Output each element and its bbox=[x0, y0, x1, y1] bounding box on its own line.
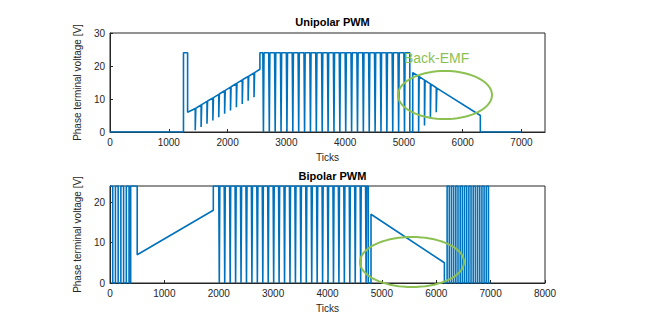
svg-text:2000: 2000 bbox=[216, 137, 239, 148]
svg-text:30: 30 bbox=[94, 28, 106, 39]
svg-text:4000: 4000 bbox=[316, 288, 339, 299]
svg-text:10: 10 bbox=[94, 94, 106, 105]
svg-text:20: 20 bbox=[94, 61, 106, 72]
svg-text:7000: 7000 bbox=[510, 137, 533, 148]
svg-text:Ticks: Ticks bbox=[316, 152, 339, 163]
svg-text:1000: 1000 bbox=[153, 288, 176, 299]
svg-text:0: 0 bbox=[99, 127, 105, 138]
svg-text:0: 0 bbox=[107, 137, 113, 148]
svg-text:0: 0 bbox=[99, 278, 105, 289]
svg-text:6000: 6000 bbox=[452, 137, 475, 148]
svg-text:Back-EMF: Back-EMF bbox=[404, 50, 469, 66]
svg-text:20: 20 bbox=[94, 197, 106, 208]
svg-text:8000: 8000 bbox=[534, 288, 557, 299]
svg-text:5000: 5000 bbox=[371, 288, 394, 299]
svg-text:6000: 6000 bbox=[425, 288, 448, 299]
svg-text:4000: 4000 bbox=[334, 137, 357, 148]
svg-text:Bipolar PWM: Bipolar PWM bbox=[299, 170, 367, 182]
svg-text:0: 0 bbox=[107, 288, 113, 299]
svg-text:1000: 1000 bbox=[158, 137, 181, 148]
svg-text:10: 10 bbox=[94, 237, 106, 248]
svg-text:7000: 7000 bbox=[480, 288, 503, 299]
svg-text:Phase terminal voltage [V]: Phase terminal voltage [V] bbox=[72, 176, 83, 293]
svg-text:3000: 3000 bbox=[262, 288, 285, 299]
svg-text:2000: 2000 bbox=[208, 288, 231, 299]
svg-text:5000: 5000 bbox=[393, 137, 416, 148]
svg-text:Ticks: Ticks bbox=[316, 303, 339, 314]
svg-text:Unipolar PWM: Unipolar PWM bbox=[295, 16, 370, 28]
svg-text:3000: 3000 bbox=[275, 137, 298, 148]
svg-text:Phase terminal voltage [V]: Phase terminal voltage [V] bbox=[72, 24, 83, 141]
